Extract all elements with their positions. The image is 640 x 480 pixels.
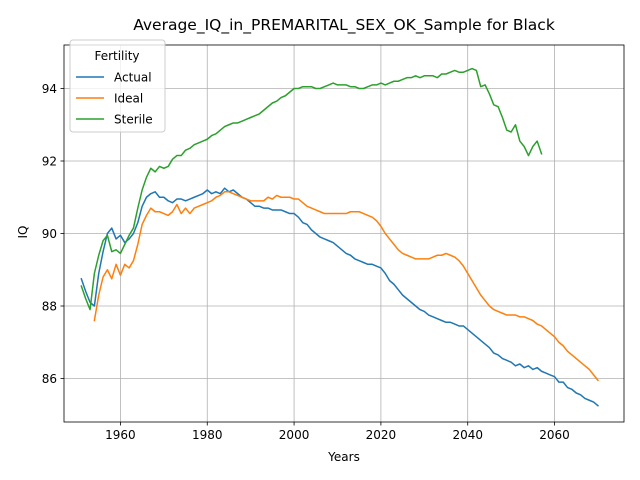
x-tick-label: 1960 (105, 428, 136, 442)
x-tick-label: 2000 (279, 428, 310, 442)
legend-label-ideal: Ideal (114, 92, 143, 106)
x-tick-label: 2060 (539, 428, 570, 442)
chart-title: Average_IQ_in_PREMARITAL_SEX_OK_Sample f… (133, 16, 555, 35)
legend-entries: Actual Ideal Sterile (76, 71, 153, 127)
y-axis-label: IQ (16, 226, 30, 239)
legend-box (69, 39, 166, 133)
x-tick-label: 2040 (452, 428, 483, 442)
legend: Fertility Actual Ideal Sterile (69, 39, 166, 133)
grid (64, 45, 624, 422)
x-axis-label: Years (327, 450, 360, 464)
legend-title: Fertility (94, 49, 139, 63)
y-tick-label: 88 (42, 300, 57, 314)
legend-label-sterile: Sterile (114, 113, 153, 127)
y-tick-label: 90 (42, 227, 57, 241)
x-tick-label: 1980 (192, 428, 223, 442)
x-tick-label: 2020 (366, 428, 397, 442)
series-lines (80, 67, 600, 407)
axis-ticks: 1960 1980 2000 2020 2040 2060 86 88 90 92 94 (42, 82, 570, 442)
series-line-ideal (93, 191, 600, 382)
y-tick-label: 86 (42, 372, 57, 386)
series-line-sterile (80, 67, 543, 311)
series-line-actual (80, 187, 600, 407)
y-tick-label: 94 (42, 82, 57, 96)
y-tick-label: 92 (42, 155, 57, 169)
legend-label-actual: Actual (114, 71, 152, 85)
